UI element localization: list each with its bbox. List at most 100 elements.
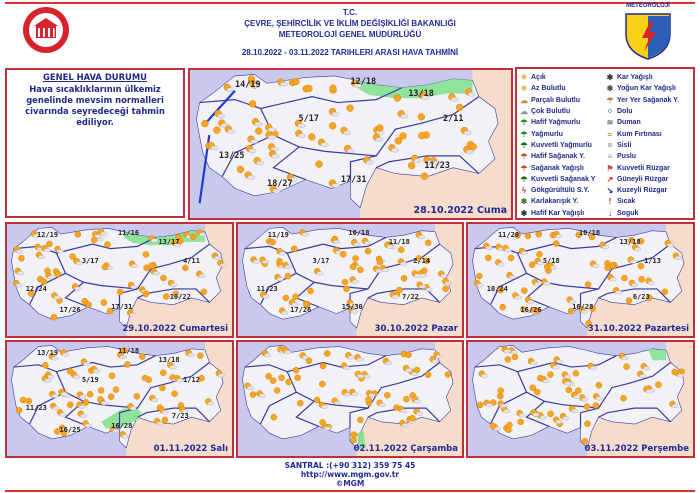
sun-icon [162, 293, 170, 300]
sun-disc [50, 313, 58, 321]
sun-disc [497, 392, 504, 400]
cloud-shape [595, 396, 603, 401]
cloud-shape [363, 374, 371, 379]
sun-icon [547, 371, 554, 378]
sun-small-cloud-icon [561, 371, 572, 379]
sun-disc [352, 255, 359, 262]
temperature-label: 17/26 [59, 306, 81, 315]
region-boundary [75, 237, 156, 248]
legend-item: ↘ Kuzeyli Rüzgar [605, 185, 691, 196]
sun-icon [609, 262, 616, 269]
cloud-shape [199, 232, 207, 237]
sun-small-cloud-icon [501, 345, 511, 354]
sun-small-cloud-icon [363, 156, 374, 165]
sun-small-cloud-icon [640, 363, 651, 371]
sun-icon [292, 366, 300, 374]
sun-disc [273, 387, 281, 394]
sun-small-cloud-icon [185, 349, 195, 357]
fog-icon: = [607, 140, 613, 150]
sun-disc [394, 137, 402, 145]
sun-icon [588, 233, 596, 241]
temperature-label: 15/30 [341, 302, 363, 311]
cloud-shape [218, 373, 226, 378]
footer-url-link[interactable]: http://www.mgm.gov.tr [300, 470, 400, 479]
sun-small-cloud-icon [402, 364, 413, 373]
sun-icon [255, 127, 263, 135]
cloud-shape [466, 149, 474, 155]
sun-disc [625, 297, 633, 304]
sun-icon [273, 387, 281, 394]
sun-disc [292, 77, 300, 86]
sun-icon [350, 436, 357, 444]
sun-icon [638, 275, 645, 283]
sun-icon [307, 287, 314, 295]
legend-label: Yer Yer Sağanak Y. [617, 96, 680, 104]
sun-disc [417, 113, 426, 121]
region-boundary [475, 365, 536, 372]
sun-disc [507, 254, 515, 262]
sun-small-cloud-icon [35, 251, 46, 260]
sun-disc [82, 399, 90, 406]
sun-disc [278, 374, 285, 382]
cloud-shape [217, 113, 226, 119]
sun-disc [340, 251, 347, 258]
sun-icon [421, 267, 428, 274]
sun-small-cloud-icon [349, 276, 359, 284]
sun-small-cloud-icon [261, 349, 272, 358]
sun-disc [393, 94, 402, 102]
sun-icon [133, 393, 141, 400]
sun-disc [159, 369, 167, 376]
region-boundary [260, 392, 296, 424]
sun-disc [504, 356, 512, 363]
cloud-shape [320, 142, 329, 147]
sun-disc [116, 288, 124, 296]
sun-small-cloud-icon [474, 279, 484, 288]
sun-small-cloud-icon [73, 257, 83, 266]
sun-icon [148, 262, 155, 269]
sun-icon [621, 274, 628, 282]
sun-disc [595, 382, 603, 389]
sun-small-cloud-icon [524, 296, 535, 304]
sun-icon [142, 290, 150, 298]
cloud-shape [119, 355, 127, 360]
cloud-shape [503, 349, 511, 354]
cloud-shape [573, 394, 581, 399]
sun-icon [497, 392, 504, 400]
sun-disc [384, 391, 391, 399]
sun-icon [308, 133, 316, 141]
cloud-shape [280, 82, 288, 87]
sun-icon [182, 264, 189, 272]
sun-small-cloud-icon [448, 93, 459, 102]
cloud-shape [248, 148, 257, 154]
map-29-10: 12/19 11/16 13/17 3/17 4/11 12/24 17/26 17/31 10… [5, 222, 234, 338]
sun-small-cloud-icon [415, 231, 426, 240]
cloud-shape [349, 302, 357, 307]
map-date-label: 30.10.2022 Pazar [374, 324, 458, 334]
cloud-shape [156, 421, 164, 426]
legend-item: ❄ Karlakarışık Y. [519, 196, 605, 207]
cloud-shape [375, 268, 383, 273]
temperature-label: 4/11 [183, 256, 200, 265]
sun-icon [270, 413, 278, 421]
sun-icon [589, 305, 596, 312]
sun-icon [213, 126, 221, 134]
sun-disc [40, 278, 48, 285]
cloud-shape [343, 365, 351, 370]
cloud-shape [15, 283, 23, 288]
cloud-shape [129, 406, 137, 411]
sun-small-cloud-icon [416, 281, 426, 289]
sun-disc [148, 262, 155, 269]
cloud-shape [170, 283, 178, 288]
sun-small-cloud-icon [413, 408, 423, 416]
sun-small-cloud-icon [433, 351, 443, 359]
bottom-divider [5, 490, 695, 492]
sun-icon [197, 352, 204, 359]
sun-icon [86, 391, 94, 398]
sun-small-cloud-icon [76, 391, 87, 399]
cloud-shape [375, 137, 384, 142]
sun-icon [403, 395, 410, 403]
cloud-shape [543, 281, 551, 286]
legend-label: Parçalı Bulutlu [531, 96, 581, 104]
cloud-shape [56, 249, 64, 254]
sun-small-cloud-icon [415, 255, 426, 263]
